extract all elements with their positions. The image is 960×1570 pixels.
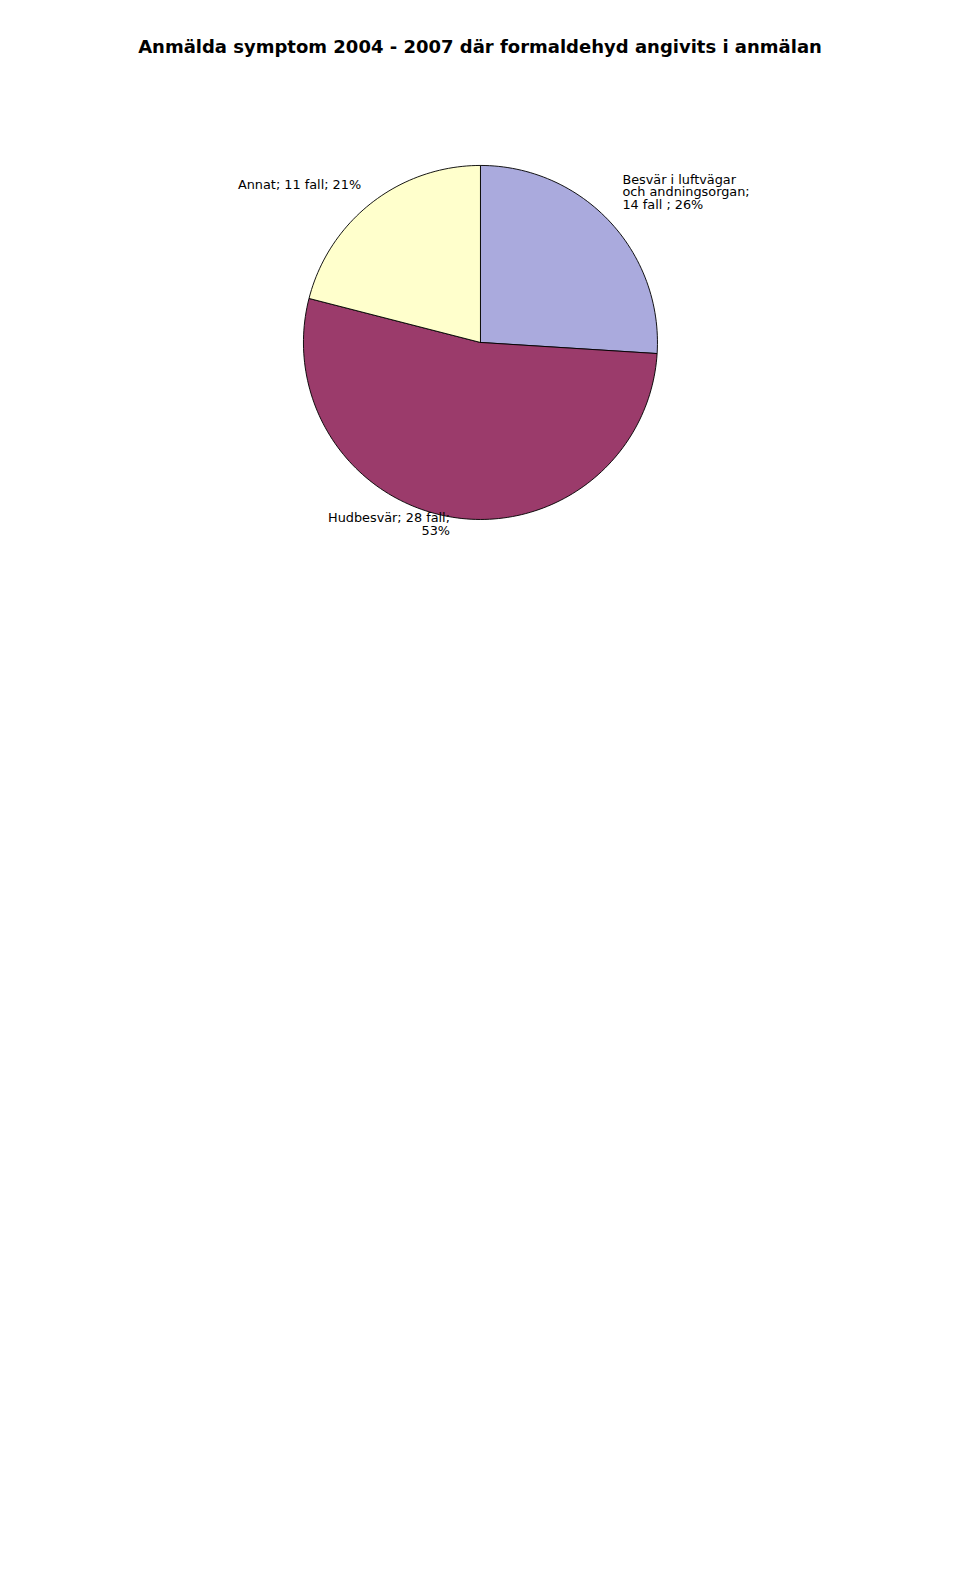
html-text:Anmälda symptom 2004 - 2007 dä: Anmälda symptom 2004 - 2007 där formalde…	[138, 36, 822, 57]
svg-text:Besvär i luftvägaroch andnings: Besvär i luftvägaroch andningsorgan;14 f…	[622, 172, 749, 213]
svg-text:Annat; 11 fall; 21%: Annat; 11 fall; 21%	[238, 177, 361, 192]
svg-text:Hudbesvär; 28 fall;53%: Hudbesvär; 28 fall;53%	[328, 510, 450, 538]
